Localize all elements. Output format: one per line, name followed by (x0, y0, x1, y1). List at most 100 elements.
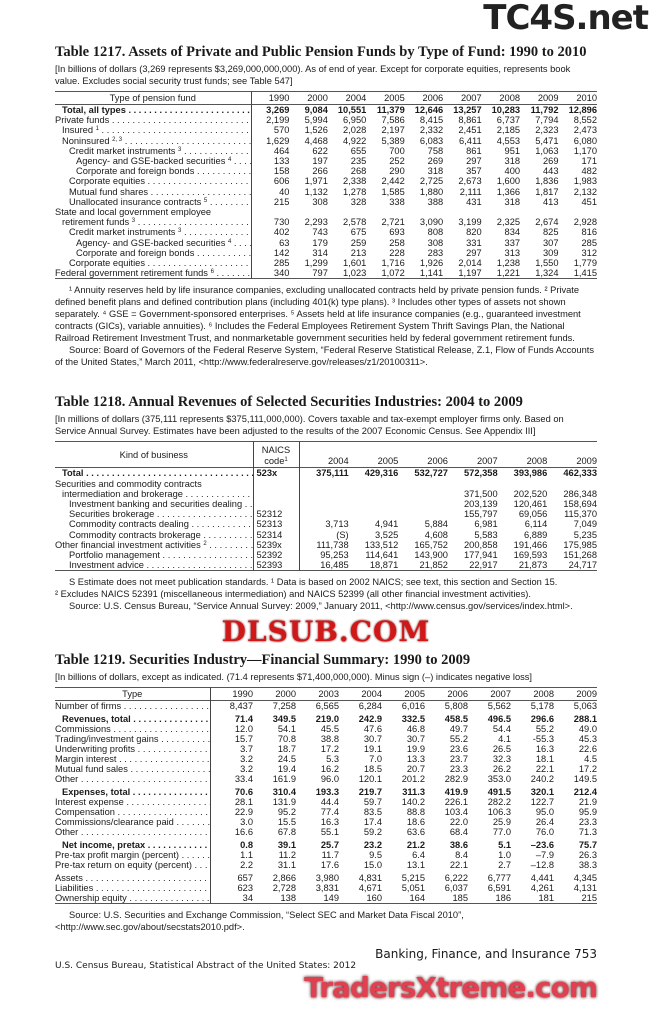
value-cell: 3.2 (240, 754, 253, 765)
value-cell: 226.1 (444, 797, 468, 808)
value-cell: 13.1 (406, 860, 425, 871)
value-cell: 95.9 (578, 807, 597, 818)
value-cell: 1,779 (573, 258, 597, 269)
value-cell: 22.1 (535, 764, 554, 775)
row-label: intermediation and brokerage (55, 488, 254, 500)
footnote-mark: 6 (210, 269, 214, 276)
value-cell: 431 (466, 196, 482, 207)
value-cell: 96.0 (320, 774, 339, 785)
row-label: Corporate equities (55, 258, 252, 269)
value-cell: 151,268 (563, 550, 597, 561)
label-text: Unallocated insurance contracts (69, 196, 202, 207)
row-label: Expenses, total (55, 784, 211, 798)
row-label: Mutual fund shares (55, 186, 252, 197)
value-cell: 5,063 (573, 701, 597, 712)
value-cell: 179 (312, 237, 328, 248)
value-cell: 70.6 (234, 787, 253, 798)
row-label-text: Assets (55, 873, 210, 883)
value-cell: 106.3 (487, 807, 511, 818)
year-header: 1990 (268, 93, 290, 103)
value-cell: 7,586 (381, 115, 405, 126)
label-text: Federal government retirement funds (55, 268, 208, 279)
naics-code: 52312 (253, 509, 300, 520)
row-label-text: Commodity contracts dealing (55, 519, 253, 529)
value-cell: 816 (581, 227, 597, 238)
value-cell: 165,752 (414, 539, 448, 550)
value-cell (448, 479, 498, 489)
naics-code: 52314 (253, 529, 300, 540)
value-cell: 76.0 (535, 827, 554, 838)
value-cell: 111,738 (316, 539, 349, 550)
value-cell: 158,694 (563, 499, 597, 510)
value-cell: 1,278 (343, 186, 367, 197)
value-cell: 9,084 (304, 105, 328, 115)
value-cell: 388 (427, 196, 444, 207)
value-cell: 23.2 (363, 840, 382, 851)
row-label-text: Agency- and GSE-backed securities 4 (55, 238, 251, 248)
value-cell: 328 (350, 196, 367, 207)
value-cell: 6,981 (474, 519, 498, 530)
value-cell: 12,896 (568, 105, 597, 115)
value-cell: 2,928 (573, 217, 597, 228)
label-text: Corporate and foreign bonds (76, 247, 195, 258)
table-1219-section: Table 1219. Securities Industry—Financia… (55, 652, 597, 933)
value-cell: 45.5 (320, 724, 339, 735)
value-cell: 47.6 (363, 724, 382, 735)
row-label-text: Agency- and GSE-backed securities 4 (55, 156, 251, 166)
value-cell: 3.0 (240, 817, 253, 828)
row-label-text: State and local government employee (55, 207, 251, 217)
footnote-mark: 3 (131, 218, 136, 225)
value-cell: 269 (542, 156, 559, 167)
label-text: Pre-tax profit margin (percent) (55, 850, 180, 861)
value-cell: 296.6 (530, 714, 554, 725)
label-text: Insured (62, 125, 94, 136)
table-row: Investment advice 52393 16,485 18,871 21,852… (55, 560, 597, 571)
value-cell: 68.4 (449, 827, 468, 838)
value-cell: 693 (389, 227, 405, 238)
row-label-text: Trading/investment gains (55, 734, 210, 744)
row-label-text: Ownership equity (55, 893, 210, 903)
value-cell: 1,415 (573, 268, 597, 279)
value-cell: 240.2 (530, 774, 554, 785)
value-cell: 797 (312, 268, 328, 279)
table-row: Commodity contracts brokerage 52314 (S) 3,5… (55, 529, 597, 540)
value-cell: 55.1 (320, 827, 339, 838)
value-cell: 203,139 (464, 499, 498, 510)
table-row: Corporate equities 285 1,299 1,601 1,716 1,92… (55, 258, 597, 269)
watermark-logo-tradersxtreme: TradersXtreme.com (304, 971, 598, 1005)
value-cell: 3,199 (458, 217, 482, 228)
value-cell (299, 499, 349, 509)
value-cell: 21.9 (578, 797, 597, 808)
value-cell: 5,215 (401, 873, 425, 884)
row-label: Insured 1 (55, 125, 252, 136)
value-cell: 4,608 (424, 529, 448, 540)
row-label-text: Mutual fund sales (55, 764, 210, 774)
value-cell: 308 (427, 237, 444, 248)
value-cell: 16.2 (320, 764, 339, 775)
row-label: Commissions/clearance paid (55, 817, 211, 828)
value-cell: 2,673 (458, 176, 482, 187)
value-cell: 429,316 (364, 468, 399, 479)
value-cell: 8,552 (573, 115, 597, 126)
year-header: 2007 (460, 93, 482, 103)
value-cell: 1,366 (496, 186, 521, 197)
table-row: State and local government employee (55, 207, 597, 218)
value-cell: 59.7 (363, 797, 382, 808)
value-cell: 160 (366, 893, 382, 904)
table-row: Mutual fund shares 40 1,132 1,278 1,585 1,880… (55, 186, 597, 197)
label-text: Interest expense (55, 797, 124, 808)
value-cell: 88.8 (406, 807, 425, 818)
table-1218: Kind of business NAICS code1 2004 2005 200… (55, 441, 597, 571)
value-cell: 12.0 (234, 724, 253, 735)
year-header: 2008 (499, 93, 521, 103)
value-cell: 1,063 (535, 145, 559, 156)
row-label: Number of firms (55, 700, 211, 712)
value-cell: 2,725 (419, 176, 444, 187)
row-label-text: Liabilities (55, 883, 210, 893)
table-row: Other 16.6 67.8 55.1 59.2 63.6 68.4 77.0 76.0 71.… (55, 827, 597, 838)
value-cell: 38.6 (449, 840, 468, 851)
value-cell: 808 (427, 227, 444, 238)
row-label-text: Number of firms (55, 701, 210, 711)
year-header: 2007 (490, 689, 511, 700)
